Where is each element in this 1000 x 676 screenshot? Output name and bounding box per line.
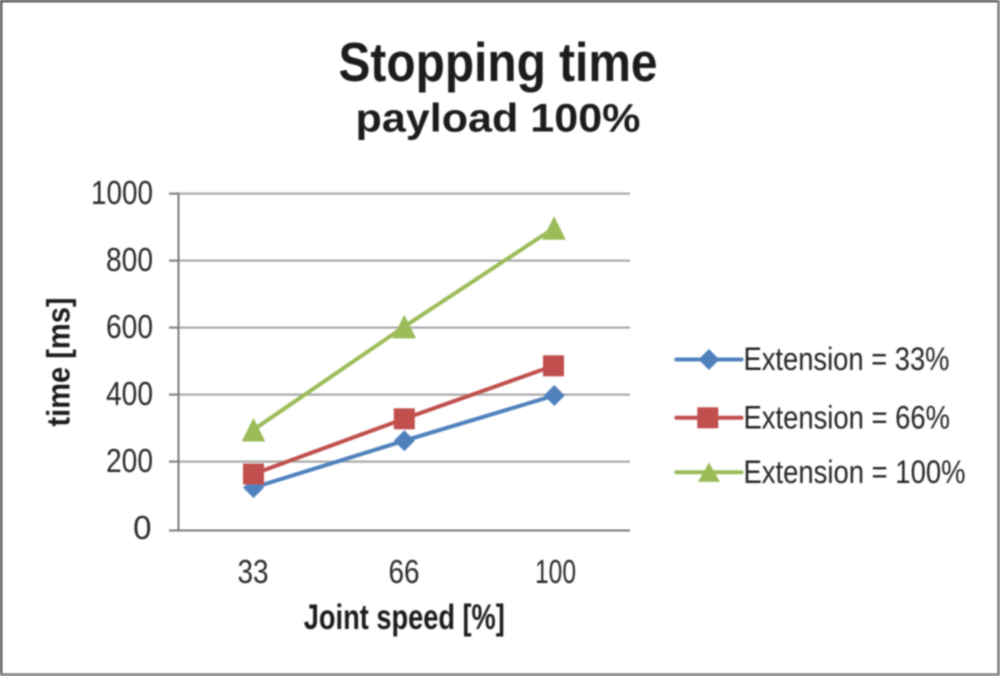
svg-text:200: 200 <box>106 442 153 479</box>
svg-text:100: 100 <box>535 553 576 590</box>
svg-text:33: 33 <box>238 553 269 590</box>
svg-text:0: 0 <box>133 509 151 546</box>
svg-text:time [ms]: time [ms] <box>41 298 77 427</box>
svg-text:66: 66 <box>389 553 420 590</box>
svg-text:Stopping time: Stopping time <box>339 31 658 93</box>
svg-text:Joint speed [%]: Joint speed [%] <box>304 598 505 637</box>
svg-text:Extension = 33%: Extension = 33% <box>744 341 950 377</box>
svg-text:1000: 1000 <box>91 174 153 211</box>
svg-text:600: 600 <box>106 308 153 345</box>
svg-text:Extension = 66%: Extension = 66% <box>744 400 951 436</box>
svg-text:Extension = 100%: Extension = 100% <box>744 454 966 490</box>
svg-text:800: 800 <box>106 241 153 278</box>
svg-text:payload 100%: payload 100% <box>356 97 641 141</box>
svg-text:400: 400 <box>106 375 153 412</box>
